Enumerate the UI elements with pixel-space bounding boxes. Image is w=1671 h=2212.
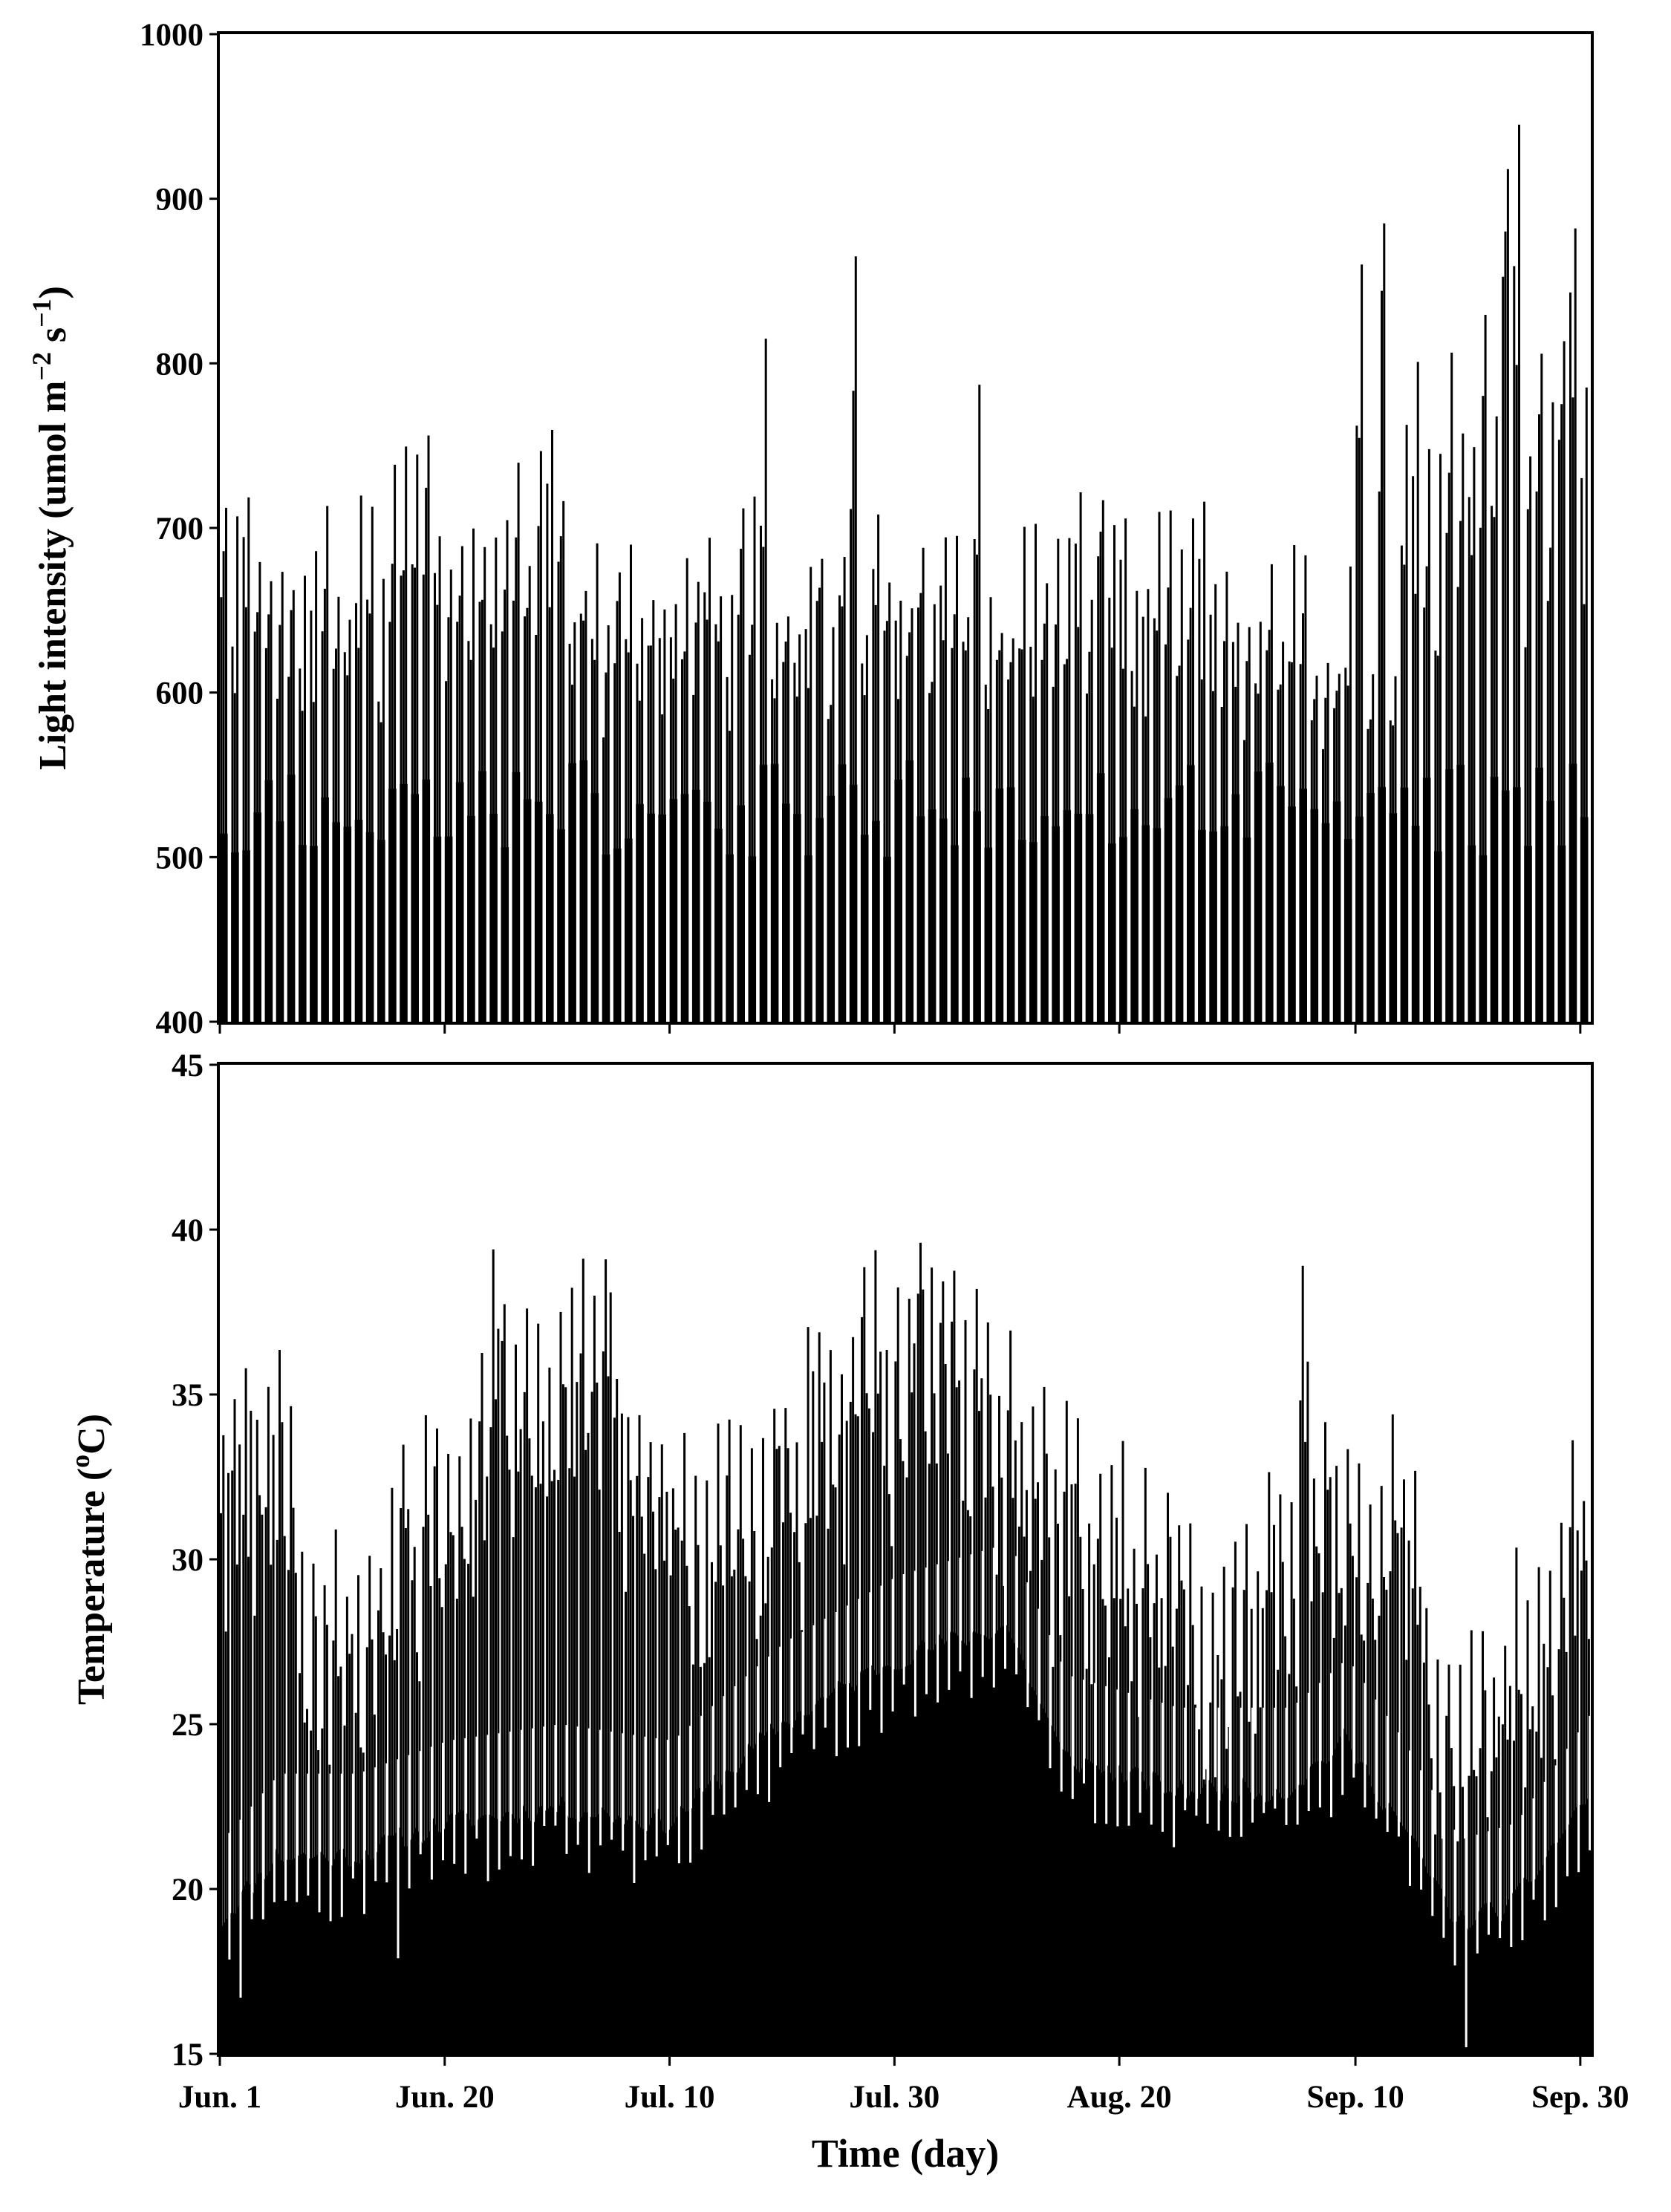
light-bars — [220, 124, 1589, 1022]
light-y-tick-label: 700 — [156, 512, 204, 547]
temp-ylabel-end: C) — [71, 1414, 113, 1455]
light-y-tick-label: 900 — [156, 183, 204, 218]
x-tick-label: Jul. 10 — [625, 2080, 715, 2115]
light-ylabel-sup1: −2 — [27, 352, 56, 381]
light-intensity-chart: 400 500 600 700 800 900 1000 Light intensity (… — [27, 18, 1594, 1040]
temperature-x-axis: Jun. 1 Jun. 20 Jul. 10 Jul. 30 Aug. 20 Sep. 1… — [178, 2055, 1629, 2115]
light-y-tick-label: 500 — [156, 841, 204, 875]
x-tick-label: Aug. 20 — [1067, 2080, 1172, 2115]
light-y-tick-label: 1000 — [140, 18, 203, 53]
light-y-tick-label: 600 — [156, 676, 204, 711]
x-tick-label: Jun. 20 — [395, 2080, 495, 2115]
temp-y-tick-label: 25 — [172, 1708, 203, 1743]
temp-y-axis-title: Temperature (oC) — [65, 1414, 113, 1705]
light-y-tick-label: 800 — [156, 347, 204, 382]
temp-ylabel-sup: o — [65, 1455, 95, 1468]
light-ylabel-end: ) — [32, 286, 74, 298]
temperature-bars — [220, 1242, 1592, 2054]
x-tick-label: Sep. 30 — [1531, 2080, 1629, 2115]
x-tick-label: Jul. 30 — [849, 2080, 939, 2115]
temp-y-tick-label: 45 — [172, 1048, 203, 1083]
x-tick-label: Jun. 1 — [178, 2080, 261, 2115]
light-y-axis: 400 500 600 700 800 900 1000 — [140, 18, 220, 1040]
light-y-tick-label: 400 — [156, 1005, 204, 1040]
temp-y-tick-label: 15 — [172, 2038, 203, 2072]
temp-y-tick-label: 35 — [172, 1378, 203, 1413]
light-ylabel-mid: s — [32, 327, 74, 352]
x-tick-label: Sep. 10 — [1306, 2080, 1404, 2115]
temp-y-tick-label: 30 — [172, 1543, 203, 1578]
temperature-chart: 15 20 25 30 35 40 45 Jun. 1 Jun. 20 Jul. 10 Jul. … — [65, 1048, 1629, 2176]
light-x-ticks — [218, 1023, 1582, 1034]
temp-y-tick-label: 20 — [172, 1873, 203, 1908]
light-ylabel-sup2: −1 — [27, 298, 56, 327]
light-y-axis-title: Light intensity (umol m−2 s−1) — [27, 286, 74, 770]
temperature-y-axis: 15 20 25 30 35 40 45 — [172, 1048, 220, 2072]
light-ylabel-main: Light intensity (umol m — [32, 381, 74, 770]
temp-y-tick-label: 40 — [172, 1213, 203, 1248]
x-axis-title: Time (day) — [812, 2131, 1000, 2176]
temp-ylabel-main: Temperature ( — [71, 1468, 113, 1705]
